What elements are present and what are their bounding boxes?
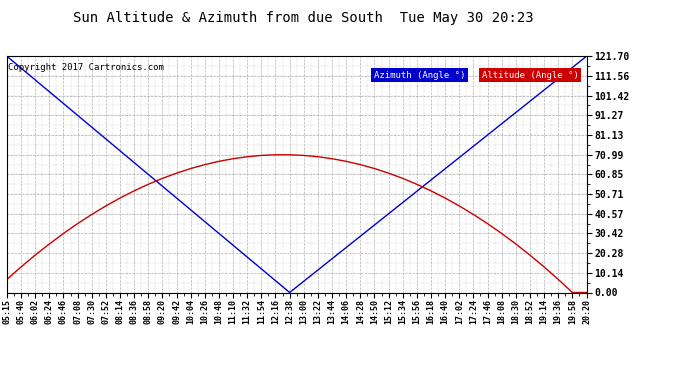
Text: Altitude (Angle °): Altitude (Angle °) xyxy=(482,70,578,80)
Text: Azimuth (Angle °): Azimuth (Angle °) xyxy=(374,70,466,80)
Text: Copyright 2017 Cartronics.com: Copyright 2017 Cartronics.com xyxy=(8,63,164,72)
Text: Sun Altitude & Azimuth from due South  Tue May 30 20:23: Sun Altitude & Azimuth from due South Tu… xyxy=(73,11,534,25)
